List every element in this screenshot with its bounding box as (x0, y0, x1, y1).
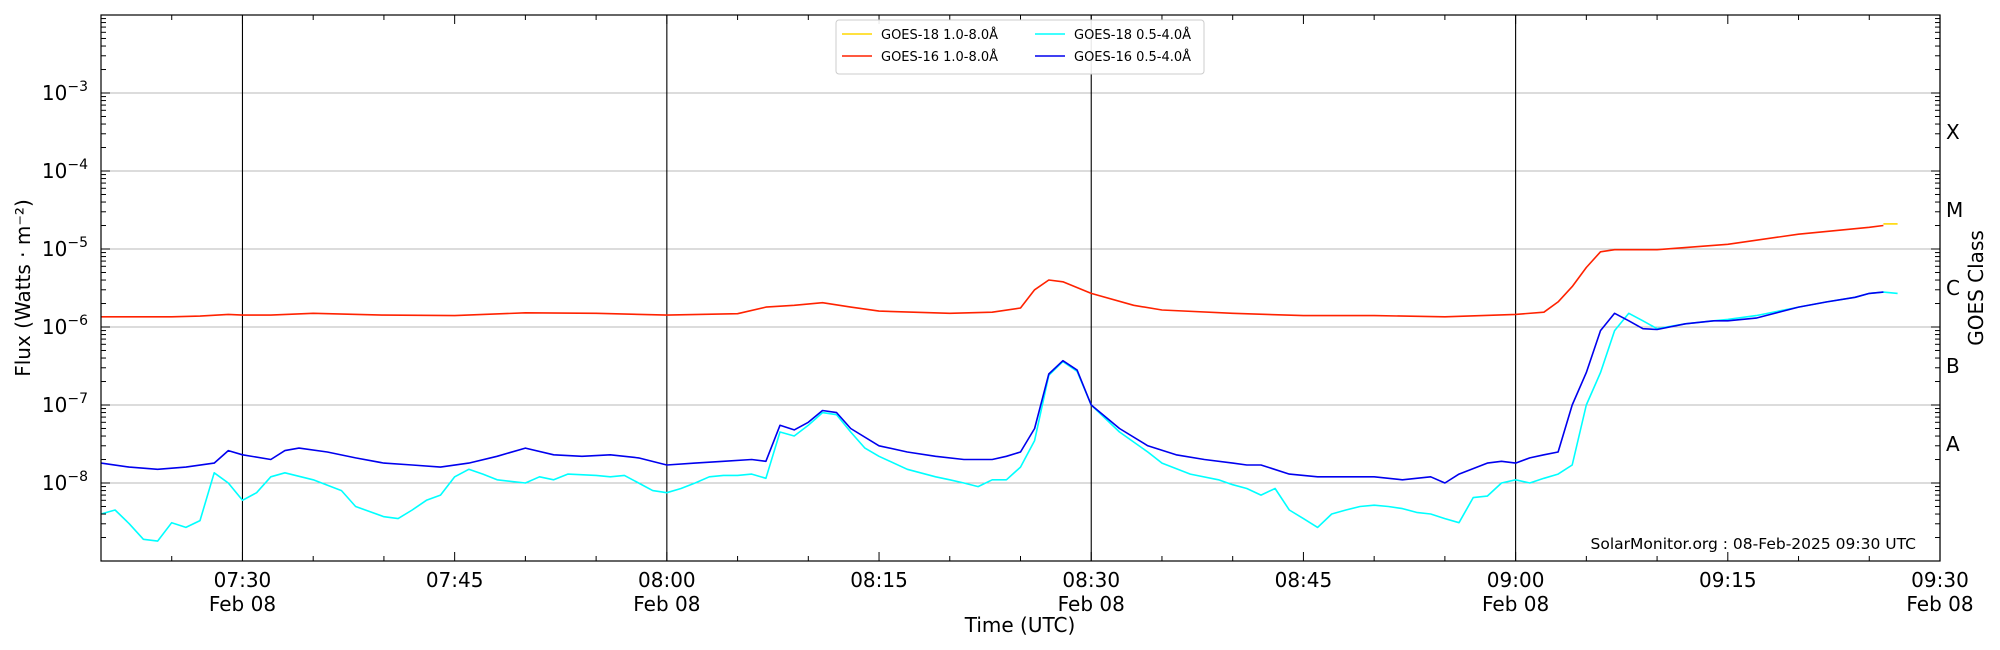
x-tick-label: 08:00 (638, 568, 696, 592)
legend: GOES-18 1.0-8.0Å GOES-16 1.0-8.0Å GOES-18 … (835, 19, 1205, 75)
y2-axis-label: GOES Class (1964, 230, 1988, 346)
y-axis-label: Flux (Watts · m⁻²) (11, 199, 35, 377)
y-tick-label: 10−6 (42, 313, 88, 339)
x-tick-label: 08:30 (1062, 568, 1120, 592)
series-line (100, 291, 1884, 484)
series-line (101, 224, 1884, 318)
goes-class-label: C (1946, 276, 1960, 300)
x-tick-label: 09:30 (1911, 568, 1969, 592)
chart-grid (101, 15, 1941, 561)
legend-entry: GOES-18 1.0-8.0Å (881, 27, 998, 43)
axis-ticks (100, 15, 1941, 562)
y-tick-label: 10−8 (42, 469, 88, 495)
y-tick-label: 10−4 (42, 157, 88, 183)
x-tick-date-label: Feb 08 (1482, 592, 1549, 616)
x-tick-label: 08:15 (850, 568, 908, 592)
y-tick-label: 10−3 (42, 79, 88, 105)
x-tick-label: 07:30 (214, 568, 272, 592)
source-annotation: SolarMonitor.org : 08-Feb-2025 09:30 UTC (1591, 535, 1916, 553)
legend-box (835, 19, 1205, 75)
y-tick-label: 10−5 (42, 235, 88, 261)
series-line (100, 291, 1898, 542)
goes-class-labels: A B C M X (1946, 120, 1963, 456)
goes-class-label: B (1946, 354, 1960, 378)
x-tick-date-label: Feb 08 (209, 592, 276, 616)
plot-frame (100, 14, 1941, 562)
y-tick-label: 10−7 (42, 391, 88, 417)
x-tick-label: 09:15 (1699, 568, 1757, 592)
x-tick-date-label: Feb 08 (1906, 592, 1973, 616)
goes-class-label: X (1946, 120, 1960, 144)
x-tick-label: 09:00 (1487, 568, 1545, 592)
chart-series (100, 223, 1898, 542)
x-tick-date-label: Feb 08 (633, 592, 700, 616)
x-axis-label: Time (UTC) (964, 613, 1076, 637)
legend-entry: GOES-16 0.5-4.0Å (1074, 49, 1191, 65)
y-tick-labels: 10−8 10−7 10−6 10−5 10−4 10−3 (42, 79, 88, 495)
x-tick-date-label: Feb 08 (1058, 592, 1125, 616)
goes-class-label: A (1946, 432, 1960, 456)
goes-class-label: M (1946, 198, 1963, 222)
x-tick-label: 07:45 (426, 568, 484, 592)
legend-entry: GOES-16 1.0-8.0Å (881, 49, 998, 65)
x-tick-label: 08:45 (1275, 568, 1333, 592)
legend-entry: GOES-18 0.5-4.0Å (1074, 27, 1191, 43)
